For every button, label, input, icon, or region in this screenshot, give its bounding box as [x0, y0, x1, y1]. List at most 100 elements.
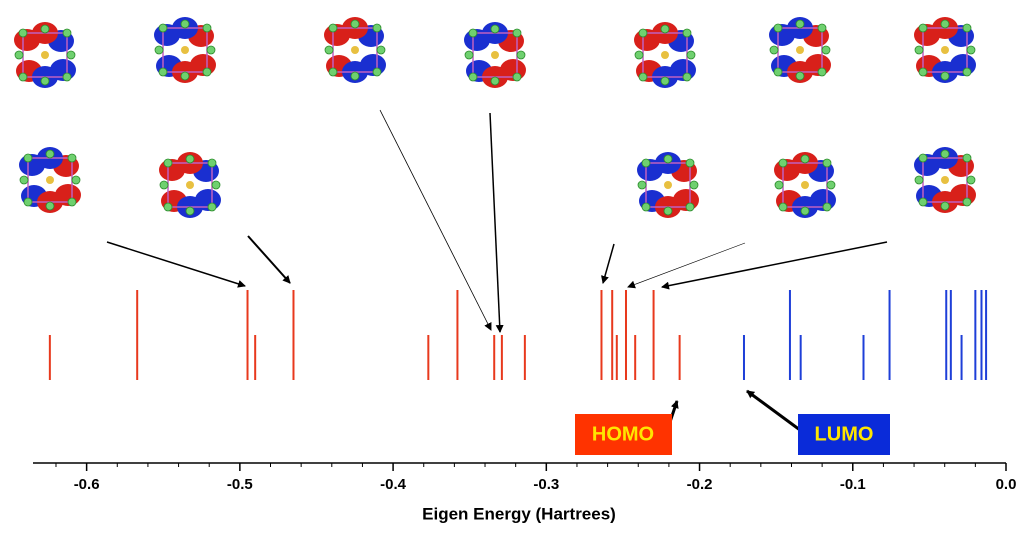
atom [513, 73, 521, 81]
orbital [19, 147, 81, 213]
atom [181, 72, 189, 80]
atom [68, 198, 76, 206]
atom [801, 155, 809, 163]
atom [15, 51, 23, 59]
x-tick-label: -0.1 [840, 476, 866, 493]
atom [686, 159, 694, 167]
atom [186, 155, 194, 163]
atom [823, 203, 831, 211]
atom [941, 72, 949, 80]
atom [823, 159, 831, 167]
center-atom [46, 176, 54, 184]
orbital [769, 17, 831, 83]
atom [963, 24, 971, 32]
atom [690, 181, 698, 189]
atom [774, 24, 782, 32]
x-tick-label: -0.3 [533, 476, 559, 493]
atom [19, 73, 27, 81]
center-atom [664, 181, 672, 189]
atom [779, 203, 787, 211]
center-atom [186, 181, 194, 189]
atom [24, 154, 32, 162]
atom [68, 154, 76, 162]
orbital [634, 22, 696, 88]
orbital [14, 22, 76, 88]
atom [775, 181, 783, 189]
atom [683, 73, 691, 81]
atom [72, 176, 80, 184]
atom [160, 181, 168, 189]
orbital [774, 152, 836, 218]
atom [664, 207, 672, 215]
atom [351, 72, 359, 80]
atom [517, 51, 525, 59]
atom [642, 159, 650, 167]
x-tick-label: -0.4 [380, 476, 407, 493]
atom [63, 73, 71, 81]
atom [915, 176, 923, 184]
orbital [159, 152, 221, 218]
atom [919, 68, 927, 76]
atom [63, 29, 71, 37]
atom [963, 198, 971, 206]
center-atom [491, 51, 499, 59]
atom [212, 181, 220, 189]
atom [770, 46, 778, 54]
atom [155, 46, 163, 54]
atom [779, 159, 787, 167]
atom [801, 207, 809, 215]
center-atom [941, 176, 949, 184]
x-tick-label: 0.0 [996, 476, 1017, 493]
center-atom [941, 46, 949, 54]
atom [919, 24, 927, 32]
atom [796, 20, 804, 28]
atom [469, 73, 477, 81]
atom [19, 29, 27, 37]
atom [491, 25, 499, 33]
atom [639, 29, 647, 37]
atom [46, 202, 54, 210]
atom [208, 203, 216, 211]
orbital [154, 17, 216, 83]
atom [827, 181, 835, 189]
atom [203, 68, 211, 76]
center-atom [801, 181, 809, 189]
center-atom [661, 51, 669, 59]
atom [941, 150, 949, 158]
atom [373, 24, 381, 32]
atom [796, 72, 804, 80]
orbital [637, 152, 699, 218]
atom [635, 51, 643, 59]
atom [638, 181, 646, 189]
atom [639, 73, 647, 81]
atom [164, 159, 172, 167]
atom [208, 159, 216, 167]
atom [41, 25, 49, 33]
atom [469, 29, 477, 37]
center-atom [41, 51, 49, 59]
arrows [107, 110, 887, 430]
atom [24, 198, 32, 206]
atom [642, 203, 650, 211]
atom [20, 176, 28, 184]
orbital [464, 22, 526, 88]
atom [329, 68, 337, 76]
atom [661, 77, 669, 85]
atom [686, 203, 694, 211]
center-atom [181, 46, 189, 54]
atom [683, 29, 691, 37]
atom [941, 20, 949, 28]
x-tick-label: -0.5 [227, 476, 253, 493]
atom [818, 24, 826, 32]
atom [941, 202, 949, 210]
atom [329, 24, 337, 32]
atom [661, 25, 669, 33]
atom [818, 68, 826, 76]
atom [181, 20, 189, 28]
atom [963, 68, 971, 76]
atom [46, 150, 54, 158]
atom [325, 46, 333, 54]
atom [377, 46, 385, 54]
atom [41, 77, 49, 85]
homo-label: HOMO [592, 423, 654, 445]
